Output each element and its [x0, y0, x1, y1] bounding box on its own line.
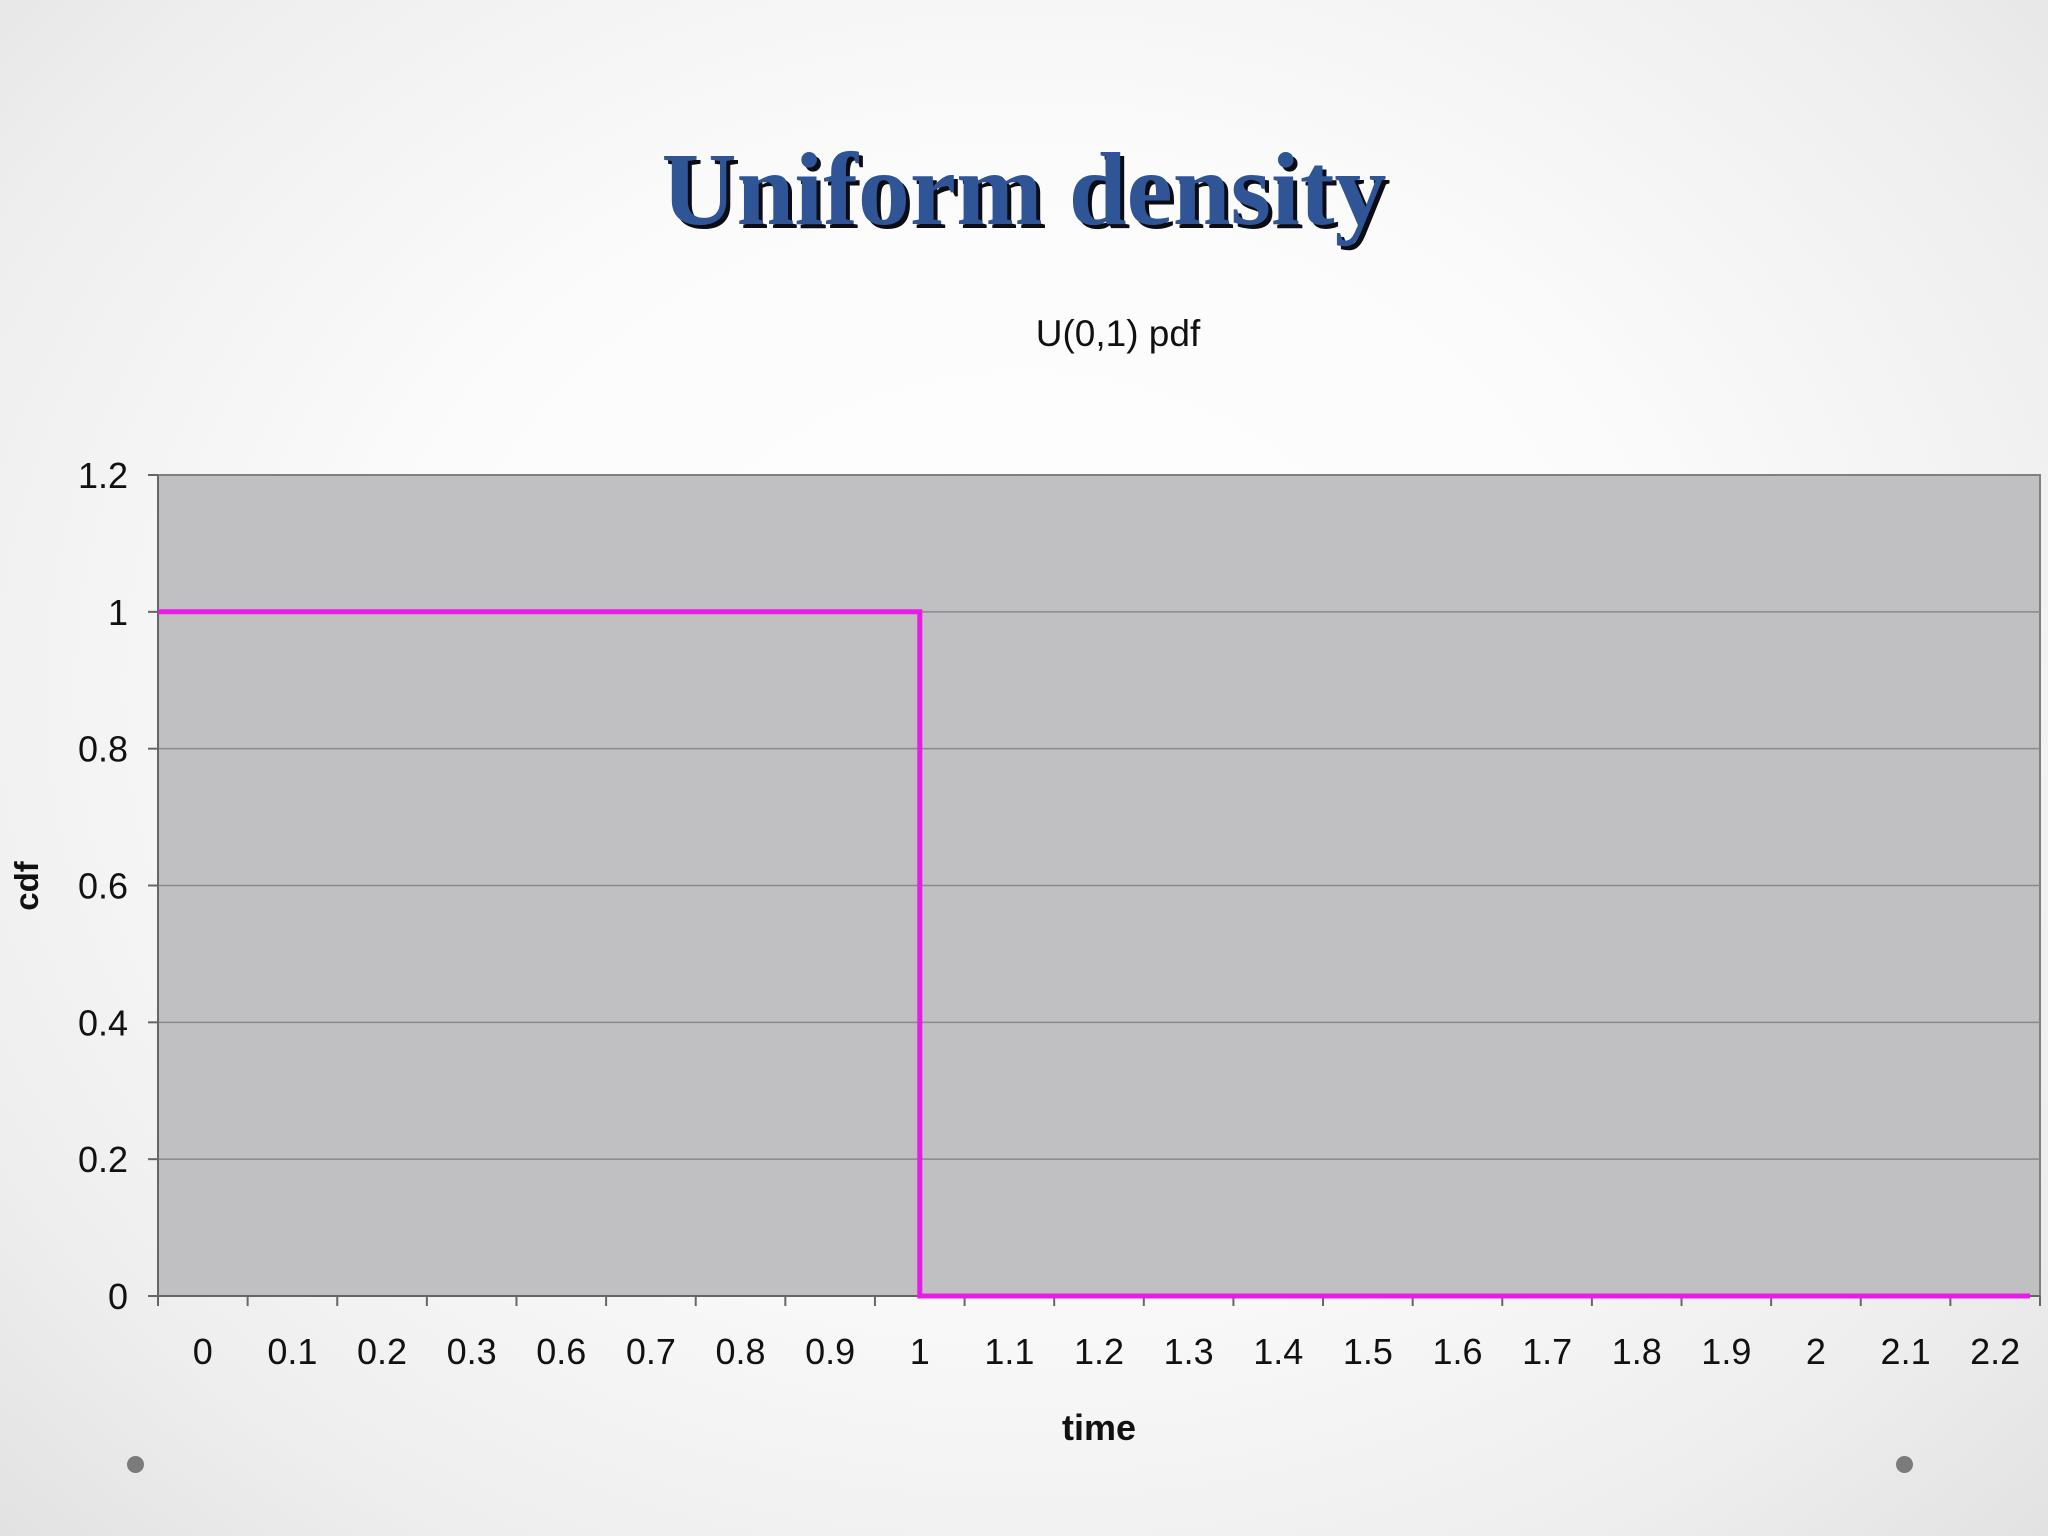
x-tick-label: 1.4	[1253, 1331, 1303, 1372]
x-tick-label: 0.6	[536, 1331, 586, 1372]
x-tick-label: 1.1	[984, 1331, 1034, 1372]
x-tick-label: 2	[1806, 1331, 1826, 1372]
x-tick-label: 0.9	[805, 1331, 855, 1372]
x-tick-label: 0	[193, 1331, 213, 1372]
y-tick-label: 0.6	[78, 866, 128, 907]
x-axis-label: time	[1062, 1407, 1136, 1448]
x-tick-label: 2.1	[1881, 1331, 1931, 1372]
x-tick-label: 1.5	[1343, 1331, 1393, 1372]
x-tick-label: 1	[910, 1331, 930, 1372]
x-tick-label: 1.8	[1612, 1331, 1662, 1372]
y-tick-label: 0.4	[78, 1002, 128, 1043]
x-tick-label: 0.2	[357, 1331, 407, 1372]
series-layer	[158, 609, 2030, 1299]
chart-title: U(0,1) pdf	[1036, 313, 1201, 354]
y-tick-label: 0	[108, 1276, 128, 1317]
x-tick-label: 1.6	[1432, 1331, 1482, 1372]
slide-title: Uniform density	[661, 132, 1387, 247]
x-tick-label: 1.9	[1701, 1331, 1751, 1372]
series-line	[158, 609, 2030, 1299]
bullet-right-icon	[1896, 1456, 1913, 1473]
x-tick-label: 1.3	[1164, 1331, 1214, 1372]
y-axis-label: cdf	[8, 860, 45, 911]
bullet-left-icon	[127, 1456, 144, 1473]
x-tick-label: 1.7	[1522, 1331, 1572, 1372]
x-tick-label: 2.2	[1970, 1331, 2020, 1372]
y-axis-ticks: 0 0.2 0.4 0.6 0.8 1 1.2	[78, 455, 158, 1317]
x-tick-label: 0.3	[447, 1331, 497, 1372]
y-tick-label: 0.2	[78, 1139, 128, 1180]
x-tick-label: 0.1	[267, 1331, 317, 1372]
x-tick-label: 1.2	[1074, 1331, 1124, 1372]
y-tick-label: 1	[108, 592, 128, 633]
x-axis-ticks: 0 0.1 0.2 0.3 0.6 0.7 0.8 0.9 1 1.1 1.2 1.3 1.4 1.5 1.…	[157, 1296, 2041, 1372]
y-tick-label: 1.2	[78, 455, 128, 496]
x-tick-label: 0.7	[626, 1331, 676, 1372]
y-tick-label: 0.8	[78, 729, 128, 770]
x-tick-label: 0.8	[716, 1331, 766, 1372]
